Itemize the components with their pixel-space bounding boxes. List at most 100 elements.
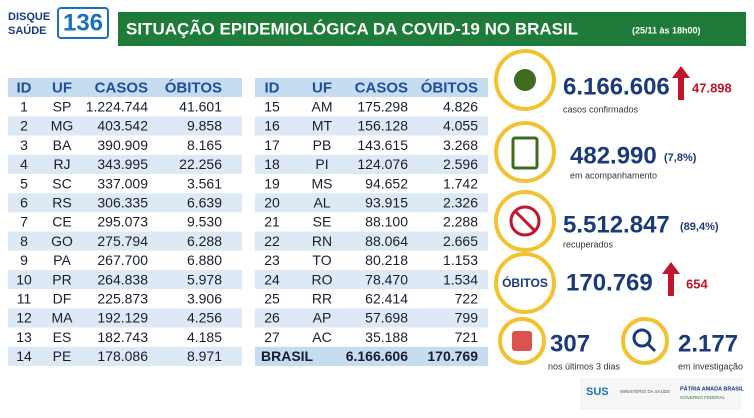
footer-box (580, 378, 742, 410)
cell: 7 (20, 214, 28, 230)
cell: 9.858 (187, 118, 222, 134)
hotline-bottom: SAÚDE (8, 24, 47, 37)
cell: 192.129 (97, 310, 148, 326)
cell: 343.995 (97, 156, 148, 172)
cell: 6.880 (187, 252, 222, 268)
recovered-label: recuperados (563, 239, 614, 249)
row-bg (8, 97, 242, 117)
cell: 41.601 (179, 99, 222, 115)
cell: 3.906 (187, 291, 222, 307)
cell: 17 (264, 137, 280, 153)
sus-logo: SUS (586, 386, 609, 398)
investigation-label: em investigação (678, 361, 743, 371)
header-row-bg (255, 78, 488, 98)
cell: 6 (20, 195, 28, 211)
cell: 337.009 (97, 175, 148, 191)
cell: AM (312, 99, 333, 115)
row-bg (8, 346, 242, 366)
cell: 4.256 (187, 310, 222, 326)
row-bg (8, 289, 242, 309)
cell: 178.086 (97, 348, 148, 364)
cell: 14 (16, 348, 32, 364)
cell: 721 (455, 329, 479, 345)
cell: 124.076 (357, 156, 408, 172)
cell: PA (53, 252, 71, 268)
column-header: UF (312, 80, 332, 97)
column-header: ID (17, 80, 32, 97)
cell: 94.652 (365, 175, 408, 191)
cell: 11 (17, 291, 32, 307)
confirmed-value: 6.166.606 (563, 73, 670, 100)
cell: 182.743 (97, 329, 148, 345)
row-bg (255, 116, 488, 136)
cell: 225.873 (97, 291, 148, 307)
cell: RN (312, 233, 332, 249)
cell: 306.335 (97, 195, 148, 211)
cell: 78.470 (365, 271, 408, 287)
row-bg (255, 154, 488, 174)
subtitle: (25/11 às 18h00) (632, 25, 701, 35)
recovered-value: 5.512.847 (563, 211, 670, 238)
cell: PB (313, 137, 332, 153)
cell: 9 (20, 252, 28, 268)
slogan: PÁTRIA AMADA BRASIL (680, 385, 744, 392)
cell: 403.542 (97, 118, 148, 134)
column-header: ID (265, 80, 280, 97)
cell: 88.100 (365, 214, 408, 230)
cell: AL (313, 195, 330, 211)
row-bg (8, 308, 242, 328)
cell: 3 (20, 137, 28, 153)
row-bg (8, 135, 242, 155)
recent-value: 307 (550, 330, 590, 357)
no-virus (509, 205, 541, 237)
cell: 22 (264, 233, 280, 249)
column-header: CASOS (95, 80, 148, 97)
cell: 15 (264, 99, 280, 115)
row-bg (255, 270, 488, 290)
cell: 2.326 (443, 195, 478, 211)
confirmed-label: casos confirmados (563, 104, 639, 114)
cell: SP (53, 99, 72, 115)
row-bg (255, 231, 488, 251)
up-arrow (672, 66, 690, 100)
calendar (512, 331, 532, 351)
cell: 5 (20, 175, 28, 191)
row-bg (8, 154, 242, 174)
cell: 6.288 (187, 233, 222, 249)
cell: 1 (20, 99, 28, 115)
clipboard-icon (494, 121, 556, 183)
cell: 295.073 (97, 214, 148, 230)
cell: MA (52, 310, 74, 326)
cell: 26 (264, 310, 280, 326)
cell: 13 (16, 329, 32, 345)
cell: 4.185 (187, 329, 222, 345)
title-bar (118, 12, 746, 46)
total-row-bg (255, 346, 488, 366)
row-bg (255, 135, 488, 155)
cell: 2.665 (443, 233, 478, 249)
cell: 8 (20, 233, 28, 249)
cell: 20 (264, 195, 280, 211)
cell: RO (312, 271, 333, 287)
investigation-value: 2.177 (678, 330, 738, 357)
column-header: CASOS (355, 80, 408, 97)
cell: 4.055 (443, 118, 478, 134)
cell: 8.165 (187, 137, 222, 153)
cell: 264.838 (97, 271, 148, 287)
header-row-bg (8, 78, 242, 98)
recent-label: nos últimos 3 dias (548, 361, 621, 371)
cell: 3.268 (443, 137, 478, 153)
total-cell: BRASIL (261, 348, 314, 364)
cell: RS (52, 195, 71, 211)
cell: 390.909 (97, 137, 148, 153)
recovered-share: (89,4%) (680, 221, 719, 233)
row-bg (255, 193, 488, 213)
row-bg (255, 308, 488, 328)
cell: DF (53, 291, 72, 307)
cell: BA (53, 137, 72, 153)
footer: SUS MINISTÉRIO DA SAÚDE PÁTRIA AMADA BRA… (580, 378, 744, 410)
row-bg (8, 212, 242, 232)
cell: RR (312, 291, 332, 307)
cell: 9.530 (187, 214, 222, 230)
cell: MS (312, 175, 333, 191)
